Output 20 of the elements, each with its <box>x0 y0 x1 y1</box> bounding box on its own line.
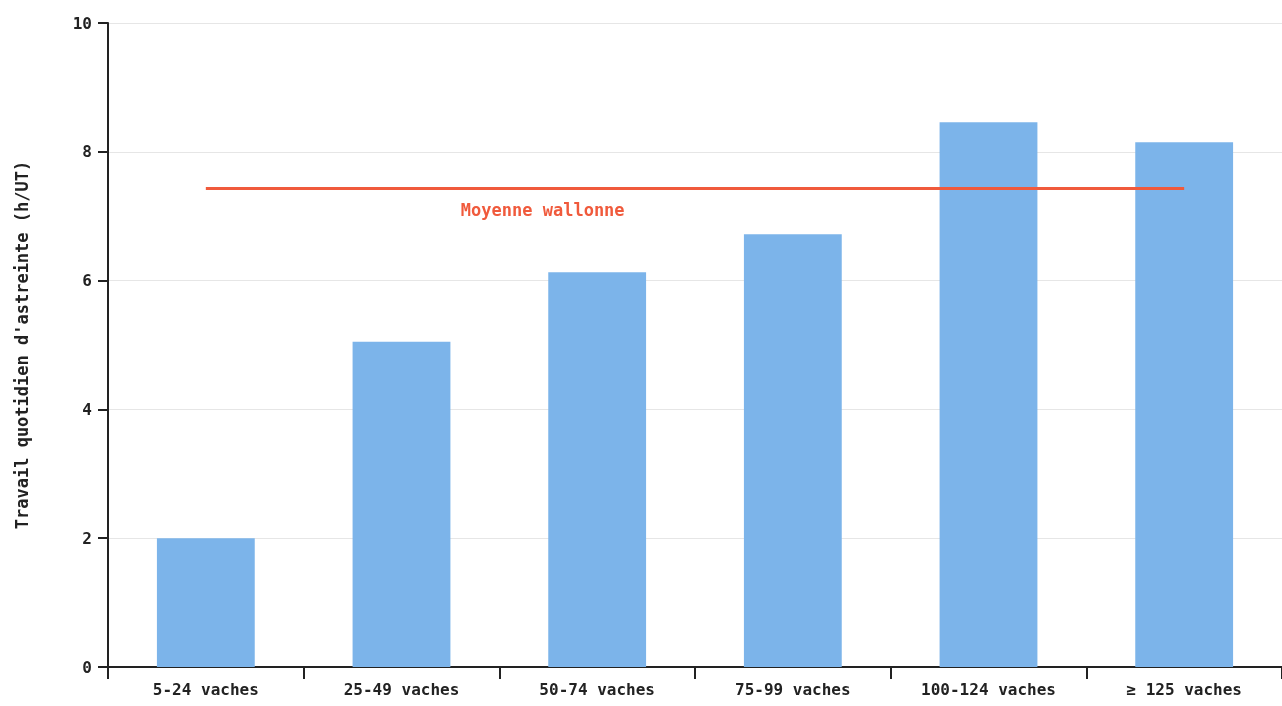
ref-line-label: Moyenne wallonne <box>460 200 625 221</box>
y-tick-label: 8 <box>82 142 92 162</box>
bar <box>156 538 255 667</box>
x-tick-label: 100-124 vaches <box>921 679 1056 699</box>
x-tick-label: 25-49 vaches <box>343 679 460 699</box>
x-tick-label: 75-99 vaches <box>735 679 851 699</box>
y-tick-label: 4 <box>82 399 92 419</box>
x-tick-label: 50-74 vaches <box>539 679 655 699</box>
y-axis-title: Travail quotidien d'astreinte (h/UT) <box>11 160 32 530</box>
bar <box>939 122 1038 667</box>
x-tick-label: ≥ 125 vaches <box>1126 679 1242 699</box>
bar <box>352 341 451 667</box>
bar <box>548 272 647 667</box>
x-tick-label: 5-24 vaches <box>152 679 259 699</box>
y-tick-label: 10 <box>72 13 92 33</box>
y-tick-label: 6 <box>82 271 92 291</box>
y-tick-label: 2 <box>82 528 92 548</box>
bar <box>1135 142 1234 667</box>
bar <box>743 234 842 667</box>
y-tick-label: 0 <box>82 657 92 677</box>
